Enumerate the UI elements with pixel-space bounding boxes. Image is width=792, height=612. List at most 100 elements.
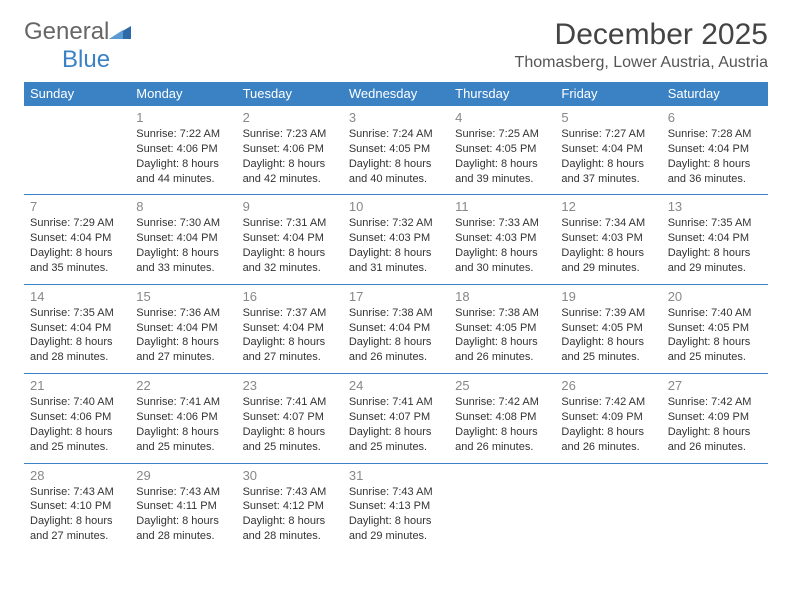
day-number: 1 [136,110,230,125]
day-info-dl1: Daylight: 8 hours [668,335,762,350]
header: General Blue December 2025 Thomasberg, L… [24,18,768,74]
day-info-dl1: Daylight: 8 hours [243,157,337,172]
calendar-cell [449,463,555,552]
day-info-dl2: and 30 minutes. [455,261,549,276]
day-number: 15 [136,289,230,304]
calendar-cell: 24Sunrise: 7:41 AMSunset: 4:07 PMDayligh… [343,374,449,463]
day-number: 29 [136,468,230,483]
calendar-table: SundayMondayTuesdayWednesdayThursdayFrid… [24,82,768,552]
day-info-dl1: Daylight: 8 hours [561,425,655,440]
day-info-dl2: and 25 minutes. [243,440,337,455]
day-info-ss: Sunset: 4:04 PM [30,231,124,246]
calendar-cell: 28Sunrise: 7:43 AMSunset: 4:10 PMDayligh… [24,463,130,552]
calendar-cell: 17Sunrise: 7:38 AMSunset: 4:04 PMDayligh… [343,284,449,373]
day-info-sr: Sunrise: 7:35 AM [668,216,762,231]
day-number: 26 [561,378,655,393]
day-info-ss: Sunset: 4:13 PM [349,499,443,514]
day-info-dl1: Daylight: 8 hours [136,335,230,350]
day-info-dl1: Daylight: 8 hours [136,425,230,440]
day-number: 2 [243,110,337,125]
day-info-dl2: and 25 minutes. [30,440,124,455]
calendar-cell: 22Sunrise: 7:41 AMSunset: 4:06 PMDayligh… [130,374,236,463]
logo-blue: Blue [62,46,110,73]
day-info-sr: Sunrise: 7:40 AM [30,395,124,410]
day-info-dl2: and 39 minutes. [455,172,549,187]
day-info-sr: Sunrise: 7:29 AM [30,216,124,231]
day-info-ss: Sunset: 4:06 PM [243,142,337,157]
day-info-dl2: and 25 minutes. [136,440,230,455]
day-info-sr: Sunrise: 7:30 AM [136,216,230,231]
calendar-cell: 9Sunrise: 7:31 AMSunset: 4:04 PMDaylight… [237,195,343,284]
day-info-sr: Sunrise: 7:27 AM [561,127,655,142]
day-number: 13 [668,199,762,214]
day-info-dl2: and 27 minutes. [30,529,124,544]
day-info-sr: Sunrise: 7:37 AM [243,306,337,321]
calendar-cell: 3Sunrise: 7:24 AMSunset: 4:05 PMDaylight… [343,106,449,195]
day-info-dl1: Daylight: 8 hours [136,514,230,529]
day-header: Sunday [24,82,130,106]
day-info-dl2: and 25 minutes. [349,440,443,455]
day-info-ss: Sunset: 4:04 PM [30,321,124,336]
day-info-ss: Sunset: 4:07 PM [349,410,443,425]
day-info-dl1: Daylight: 8 hours [30,425,124,440]
day-number: 16 [243,289,337,304]
calendar-cell: 2Sunrise: 7:23 AMSunset: 4:06 PMDaylight… [237,106,343,195]
day-info-dl2: and 33 minutes. [136,261,230,276]
day-info-dl2: and 26 minutes. [668,440,762,455]
day-info-ss: Sunset: 4:06 PM [136,410,230,425]
day-number: 27 [668,378,762,393]
calendar-week: 1Sunrise: 7:22 AMSunset: 4:06 PMDaylight… [24,106,768,195]
day-info-dl2: and 28 minutes. [136,529,230,544]
day-info-sr: Sunrise: 7:34 AM [561,216,655,231]
day-info-ss: Sunset: 4:04 PM [561,142,655,157]
calendar-week: 21Sunrise: 7:40 AMSunset: 4:06 PMDayligh… [24,374,768,463]
day-info-dl2: and 32 minutes. [243,261,337,276]
day-info-sr: Sunrise: 7:39 AM [561,306,655,321]
day-info-ss: Sunset: 4:05 PM [349,142,443,157]
day-info-dl1: Daylight: 8 hours [668,157,762,172]
day-info-sr: Sunrise: 7:42 AM [455,395,549,410]
day-info-dl2: and 37 minutes. [561,172,655,187]
day-info-dl2: and 25 minutes. [561,350,655,365]
calendar-cell: 6Sunrise: 7:28 AMSunset: 4:04 PMDaylight… [662,106,768,195]
calendar-cell: 5Sunrise: 7:27 AMSunset: 4:04 PMDaylight… [555,106,661,195]
calendar-body: 1Sunrise: 7:22 AMSunset: 4:06 PMDaylight… [24,106,768,552]
day-info-ss: Sunset: 4:05 PM [455,321,549,336]
location: Thomasberg, Lower Austria, Austria [515,54,768,72]
day-info-sr: Sunrise: 7:36 AM [136,306,230,321]
day-info-sr: Sunrise: 7:35 AM [30,306,124,321]
day-number: 7 [30,199,124,214]
calendar-cell: 20Sunrise: 7:40 AMSunset: 4:05 PMDayligh… [662,284,768,373]
day-info-ss: Sunset: 4:04 PM [136,231,230,246]
day-header: Monday [130,82,236,106]
day-info-sr: Sunrise: 7:31 AM [243,216,337,231]
day-info-dl2: and 29 minutes. [349,529,443,544]
day-info-dl2: and 27 minutes. [136,350,230,365]
day-info-ss: Sunset: 4:10 PM [30,499,124,514]
day-info-dl1: Daylight: 8 hours [455,425,549,440]
day-info-dl1: Daylight: 8 hours [349,514,443,529]
day-info-ss: Sunset: 4:05 PM [455,142,549,157]
day-number: 5 [561,110,655,125]
day-info-ss: Sunset: 4:04 PM [243,321,337,336]
day-info-ss: Sunset: 4:04 PM [668,142,762,157]
day-number: 4 [455,110,549,125]
calendar-cell: 7Sunrise: 7:29 AMSunset: 4:04 PMDaylight… [24,195,130,284]
day-info-ss: Sunset: 4:06 PM [136,142,230,157]
day-info-ss: Sunset: 4:08 PM [455,410,549,425]
calendar-cell: 30Sunrise: 7:43 AMSunset: 4:12 PMDayligh… [237,463,343,552]
calendar-cell: 10Sunrise: 7:32 AMSunset: 4:03 PMDayligh… [343,195,449,284]
day-info-dl2: and 29 minutes. [668,261,762,276]
day-number: 6 [668,110,762,125]
day-info-ss: Sunset: 4:05 PM [668,321,762,336]
day-info-dl1: Daylight: 8 hours [243,514,337,529]
calendar-cell: 18Sunrise: 7:38 AMSunset: 4:05 PMDayligh… [449,284,555,373]
day-number: 25 [455,378,549,393]
day-info-dl1: Daylight: 8 hours [349,425,443,440]
day-info-ss: Sunset: 4:07 PM [243,410,337,425]
day-info-ss: Sunset: 4:06 PM [30,410,124,425]
day-info-dl2: and 26 minutes. [349,350,443,365]
calendar-cell: 23Sunrise: 7:41 AMSunset: 4:07 PMDayligh… [237,374,343,463]
day-number: 31 [349,468,443,483]
day-info-dl1: Daylight: 8 hours [561,335,655,350]
